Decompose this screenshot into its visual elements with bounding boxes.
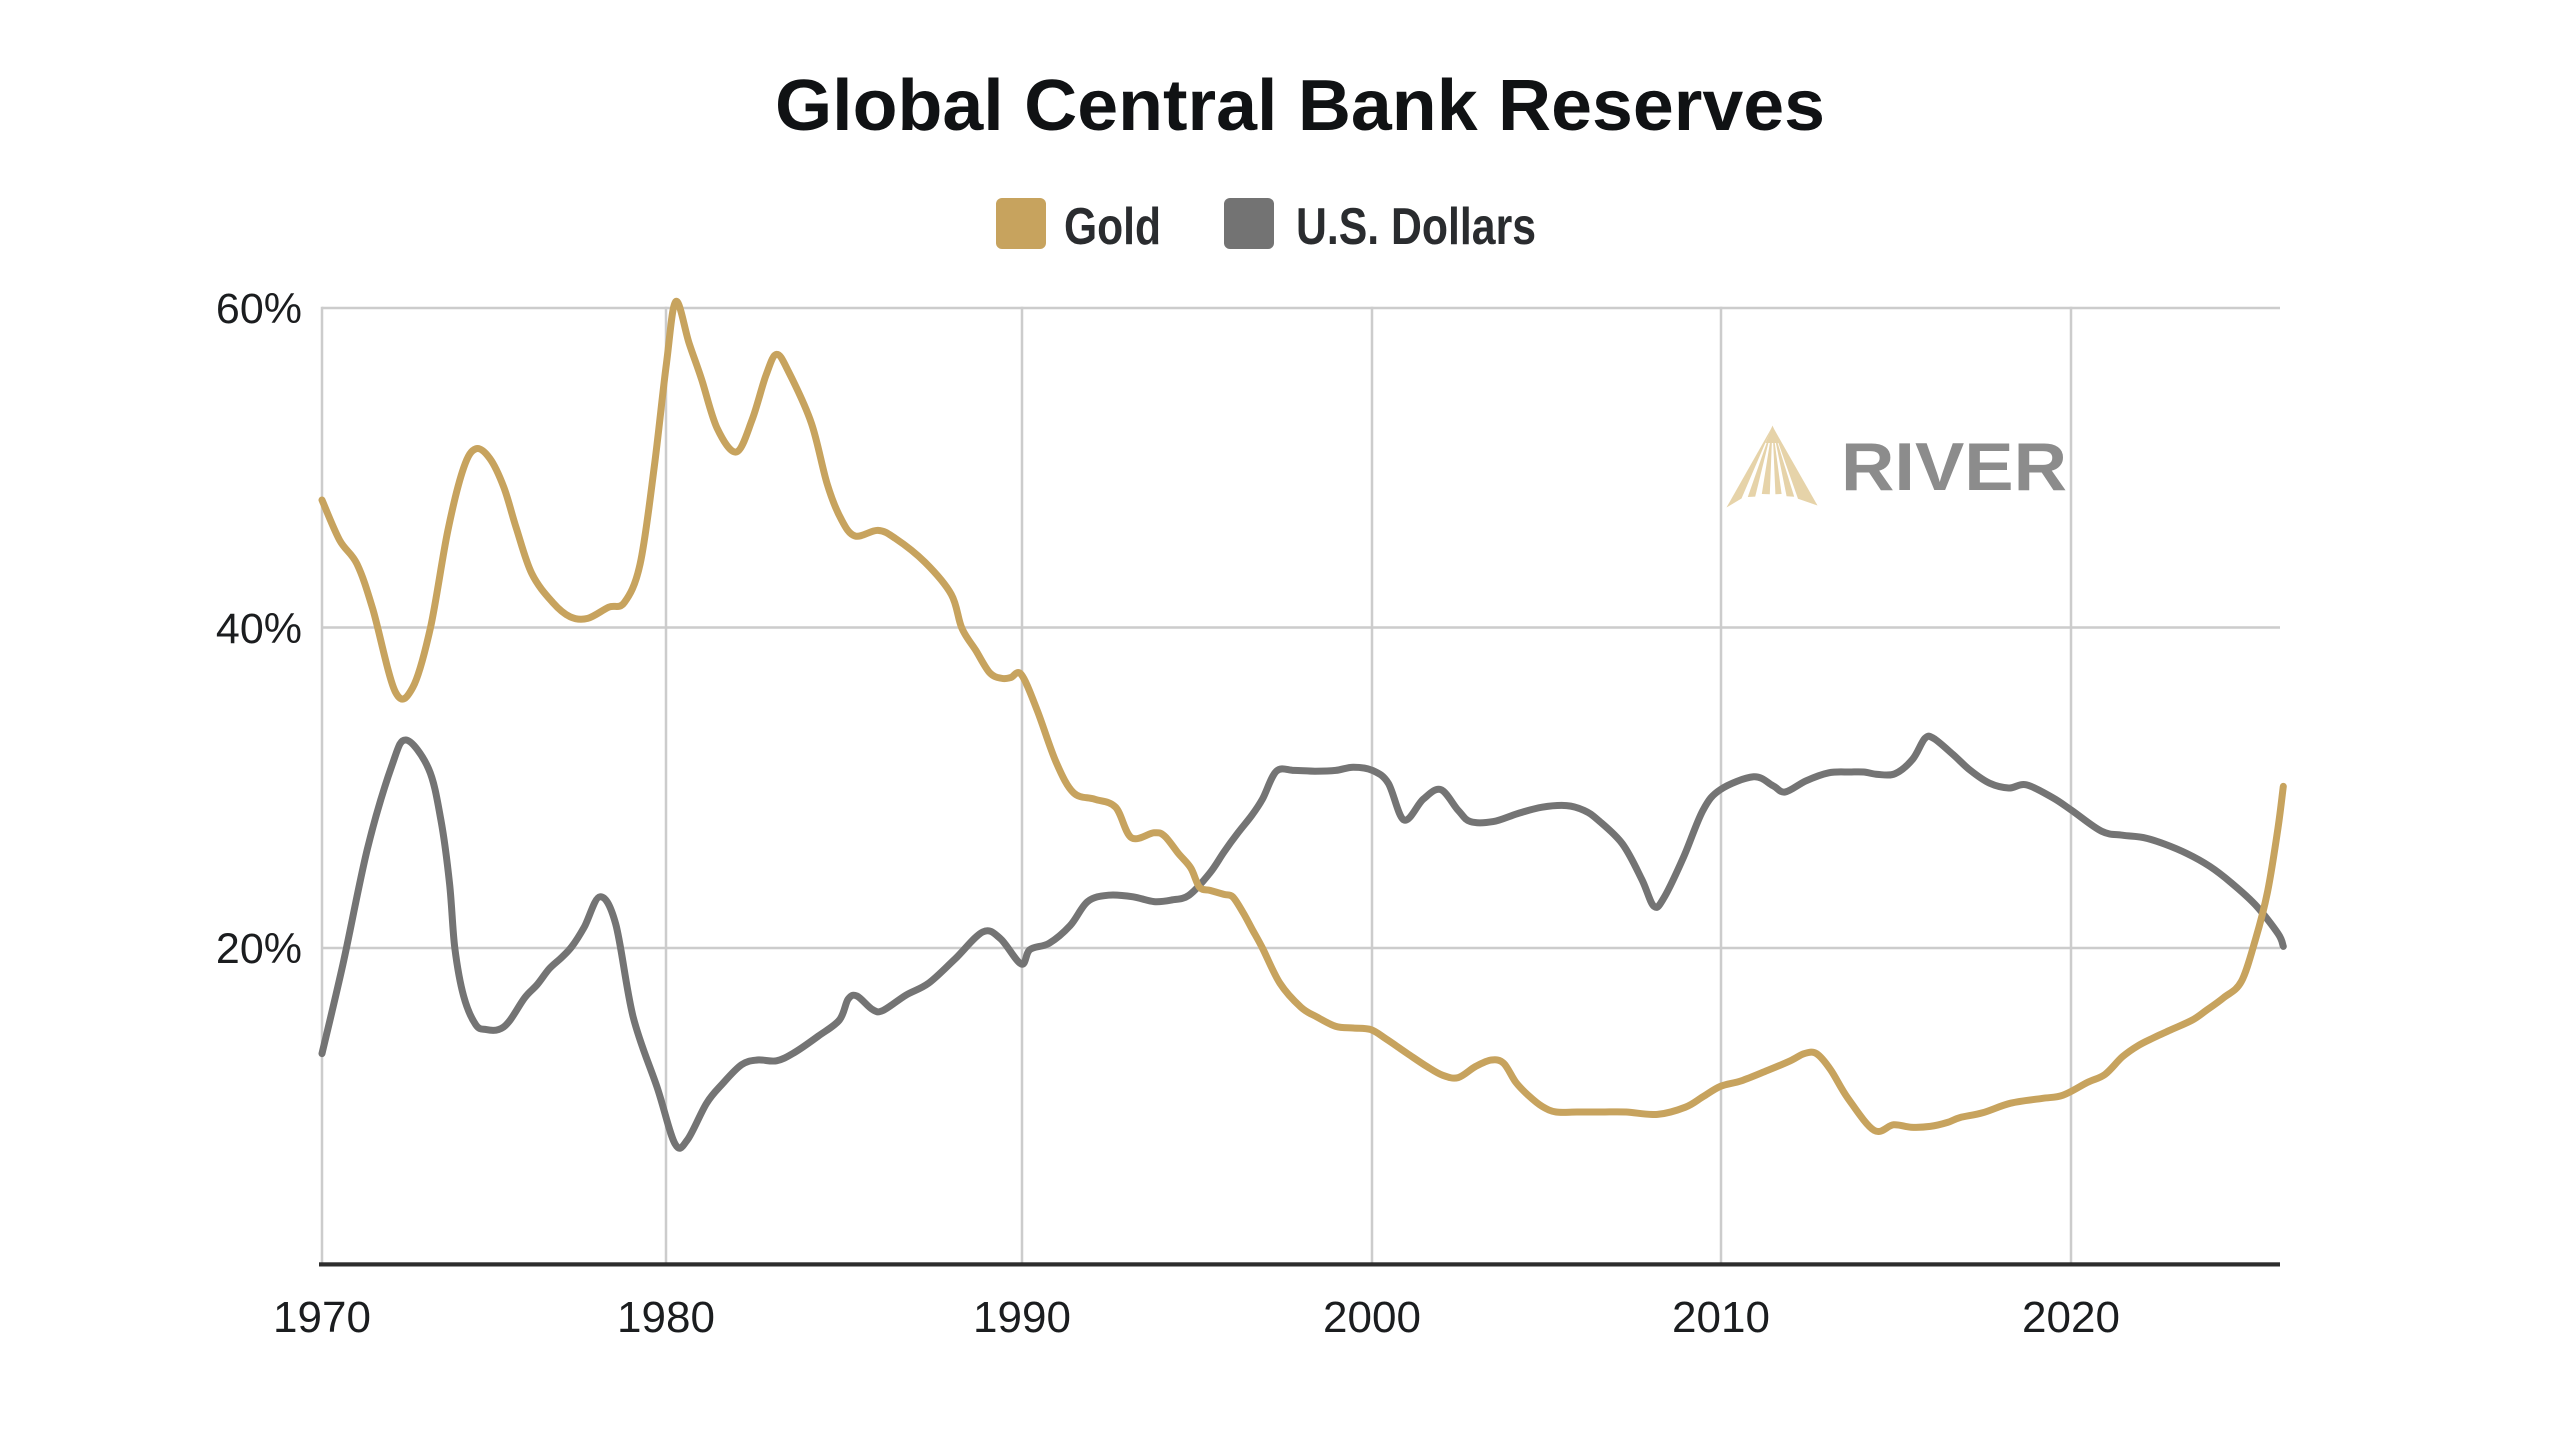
svg-text:20%: 20% [216,925,302,973]
svg-text:60%: 60% [216,285,302,333]
svg-text:Global Central Bank Reserves: Global Central Bank Reserves [775,66,1825,146]
svg-text:40%: 40% [216,605,302,653]
svg-text:2020: 2020 [2022,1293,2120,1342]
svg-text:1980: 1980 [617,1293,715,1342]
svg-text:2000: 2000 [1323,1293,1421,1342]
svg-text:U.S. Dollars: U.S. Dollars [1296,198,1536,256]
svg-text:2010: 2010 [1672,1293,1770,1342]
svg-text:1970: 1970 [273,1293,371,1342]
svg-text:1990: 1990 [973,1293,1071,1342]
svg-text:Gold: Gold [1064,198,1161,256]
svg-text:RIVER: RIVER [1841,429,2067,505]
